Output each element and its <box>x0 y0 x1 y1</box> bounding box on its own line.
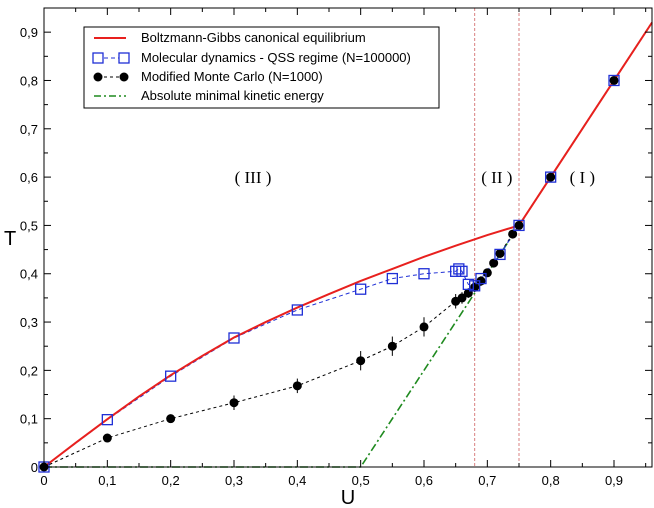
mc-point-19 <box>609 75 619 85</box>
x-axis-title: U <box>341 487 355 508</box>
y-tick-label-3: 0,3 <box>20 315 38 330</box>
mc-point-2 <box>166 414 176 424</box>
mc-point-13 <box>482 268 492 278</box>
mc-point-7 <box>419 322 429 332</box>
x-tick-label-5: 0,5 <box>352 473 370 488</box>
mc-point-17 <box>514 220 524 230</box>
mc-point-6 <box>387 341 397 351</box>
mc-point-18 <box>546 172 556 182</box>
vertical-guides <box>474 8 520 467</box>
x-tick-label-0: 0 <box>40 473 47 488</box>
mc-point-1 <box>102 433 112 443</box>
md-point-12 <box>469 280 481 292</box>
mc-point-15 <box>495 248 505 258</box>
x-tick-label-4: 0,4 <box>288 473 306 488</box>
x-tick-label-6: 0,6 <box>415 473 433 488</box>
legend-label-bg: Boltzmann-Gibbs canonical equilibrium <box>141 30 366 45</box>
legend-swatch-md-square-left <box>92 52 104 64</box>
y-tick-label-5: 0,5 <box>20 218 38 233</box>
mc-point-4 <box>292 381 302 391</box>
mc-point-9 <box>457 293 467 303</box>
y-tick-label-7: 0,7 <box>20 122 38 137</box>
series-md-line <box>43 80 615 468</box>
mc-point-14 <box>489 258 499 268</box>
series-monte-carlo-line <box>43 80 615 468</box>
region-label-iii: ( III ) <box>235 168 272 187</box>
legend: Boltzmann-Gibbs canonical equilibrium Mo… <box>83 26 440 109</box>
md-point-9 <box>453 263 465 275</box>
y-tick-label-9: 0,9 <box>20 25 38 40</box>
md-point-5 <box>355 283 367 295</box>
md-point-3 <box>228 332 240 344</box>
md-point-4 <box>291 304 303 316</box>
mc-point-3 <box>229 398 239 408</box>
md-point-7 <box>418 268 430 280</box>
md-point-17 <box>608 74 620 87</box>
md-point-16 <box>545 171 557 183</box>
md-point-13 <box>475 272 487 285</box>
legend-label-min: Absolute minimal kinetic energy <box>141 88 324 103</box>
legend-swatch-mc-dot-right <box>119 72 129 82</box>
x-tick-label-8: 0,8 <box>542 473 560 488</box>
mc-point-16 <box>508 229 518 239</box>
region-label-ii: ( II ) <box>481 168 512 187</box>
x-tick-label-7: 0,7 <box>478 473 496 488</box>
plot-frame <box>43 7 653 468</box>
md-point-15 <box>513 219 525 232</box>
mc-point-5 <box>356 356 366 366</box>
y-tick-label-8: 0,8 <box>20 73 38 88</box>
x-tick-label-2: 0,2 <box>162 473 180 488</box>
y-tick-label-2: 0,2 <box>20 363 38 378</box>
md-point-2 <box>165 370 177 382</box>
y-tick-label-1: 0,1 <box>20 412 38 427</box>
x-tick-label-1: 0,1 <box>98 473 116 488</box>
legend-label-mc: Modified Monte Carlo (N=1000) <box>141 69 323 84</box>
region-label-i: ( I ) <box>570 168 595 187</box>
legend-box <box>83 26 440 109</box>
legend-swatch-mc-dot-left <box>93 72 103 82</box>
x-tick-label-9: 0,9 <box>605 473 623 488</box>
md-point-10 <box>456 265 468 277</box>
md-point-14 <box>494 248 506 261</box>
axes: 00 0,1 0,1 0,2 0,2 0,3 0,3 0,4 0,4 0,5 0,5 0,6 0,6 0,… <box>20 7 653 488</box>
md-point-6 <box>386 272 398 285</box>
y-tick-label-6: 0,6 <box>20 170 38 185</box>
md-point-11 <box>462 278 474 291</box>
y-tick-label-4: 0,4 <box>20 267 38 282</box>
legend-swatch-md-square-right <box>118 52 130 64</box>
series-bg-line <box>43 21 653 468</box>
md-point-8 <box>450 265 462 277</box>
series-layer <box>38 21 653 473</box>
y-tick-label-0: 0 <box>31 460 38 475</box>
y-axis-title: T <box>4 228 16 250</box>
md-point-1 <box>101 414 113 426</box>
legend-label-md: Molecular dynamics - QSS regime (N=10000… <box>141 50 411 65</box>
x-tick-label-3: 0,3 <box>225 473 243 488</box>
